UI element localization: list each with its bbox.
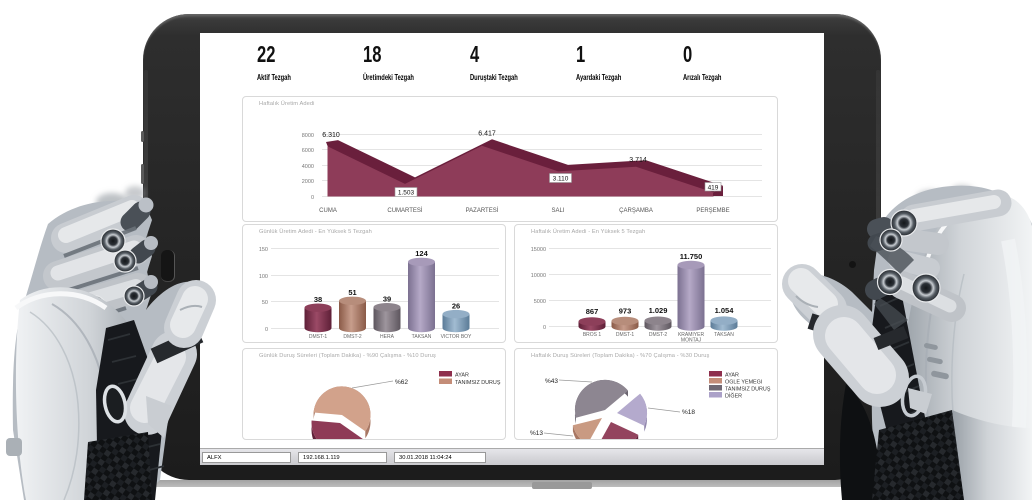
svg-text:10000: 10000 — [531, 273, 546, 279]
svg-text:DİĞER: DİĞER — [725, 393, 742, 400]
svg-text:1.029: 1.029 — [649, 306, 668, 315]
svg-text:KRAMIYER: KRAMIYER — [678, 332, 705, 338]
svg-text:5000: 5000 — [534, 299, 546, 305]
svg-text:%13: %13 — [530, 430, 543, 437]
svg-text:%18: %18 — [682, 409, 695, 416]
svg-text:2000: 2000 — [302, 179, 314, 185]
svg-text:TAKSAN: TAKSAN — [412, 334, 432, 340]
svg-text:973: 973 — [619, 307, 632, 316]
svg-text:50: 50 — [262, 300, 268, 306]
svg-text:100: 100 — [259, 274, 268, 280]
svg-text:8000: 8000 — [302, 133, 314, 139]
svg-text:0: 0 — [265, 327, 268, 333]
svg-text:1.503: 1.503 — [398, 190, 415, 197]
svg-text:4000: 4000 — [302, 164, 314, 170]
svg-text:3.714: 3.714 — [629, 157, 647, 164]
svg-text:11.750: 11.750 — [680, 252, 703, 261]
svg-text:TANIMSIZ DURUŞ: TANIMSIZ DURUŞ — [725, 387, 771, 393]
svg-text:1.054: 1.054 — [715, 306, 735, 315]
svg-text:VICTOR BOY: VICTOR BOY — [441, 334, 472, 340]
svg-text:HERA: HERA — [380, 334, 395, 340]
svg-text:0: 0 — [543, 325, 546, 331]
svg-text:DMST-1: DMST-1 — [616, 332, 635, 338]
svg-text:BROS 1: BROS 1 — [583, 332, 602, 338]
svg-text:0: 0 — [311, 195, 314, 201]
svg-text:867: 867 — [586, 307, 599, 316]
svg-text:419: 419 — [708, 184, 719, 191]
svg-text:%62: %62 — [395, 379, 408, 386]
svg-text:AYAR: AYAR — [725, 373, 739, 379]
svg-text:150: 150 — [259, 247, 268, 253]
svg-text:39: 39 — [383, 295, 391, 304]
svg-text:ÇARŞAMBA: ÇARŞAMBA — [619, 208, 653, 214]
svg-text:MONTAJ: MONTAJ — [681, 338, 702, 343]
svg-text:TANIMSIZ DURUŞ: TANIMSIZ DURUŞ — [455, 380, 501, 386]
svg-text:6.310: 6.310 — [322, 132, 340, 139]
svg-text:DMST-2: DMST-2 — [649, 332, 668, 338]
svg-text:TAKSAN: TAKSAN — [714, 332, 734, 338]
svg-text:CUMA: CUMA — [319, 208, 337, 214]
svg-text:PERŞEMBE: PERŞEMBE — [696, 208, 729, 214]
svg-text:%43: %43 — [545, 378, 558, 385]
svg-text:CUMARTESİ: CUMARTESİ — [387, 207, 423, 214]
svg-text:6000: 6000 — [302, 148, 314, 154]
svg-text:26: 26 — [452, 302, 460, 311]
svg-text:OGLE YEMEGI: OGLE YEMEGI — [725, 380, 762, 386]
svg-text:51: 51 — [348, 288, 356, 297]
svg-text:6.417: 6.417 — [478, 131, 496, 138]
svg-text:DMST-1: DMST-1 — [309, 334, 328, 340]
svg-text:15000: 15000 — [531, 247, 546, 253]
svg-text:AYAR: AYAR — [455, 373, 469, 379]
svg-text:SALI: SALI — [551, 208, 564, 214]
svg-text:PAZARTESİ: PAZARTESİ — [466, 207, 499, 214]
svg-text:3.110: 3.110 — [553, 176, 569, 183]
svg-text:124: 124 — [415, 249, 428, 258]
svg-text:38: 38 — [314, 295, 322, 304]
svg-text:DMST-2: DMST-2 — [343, 334, 362, 340]
